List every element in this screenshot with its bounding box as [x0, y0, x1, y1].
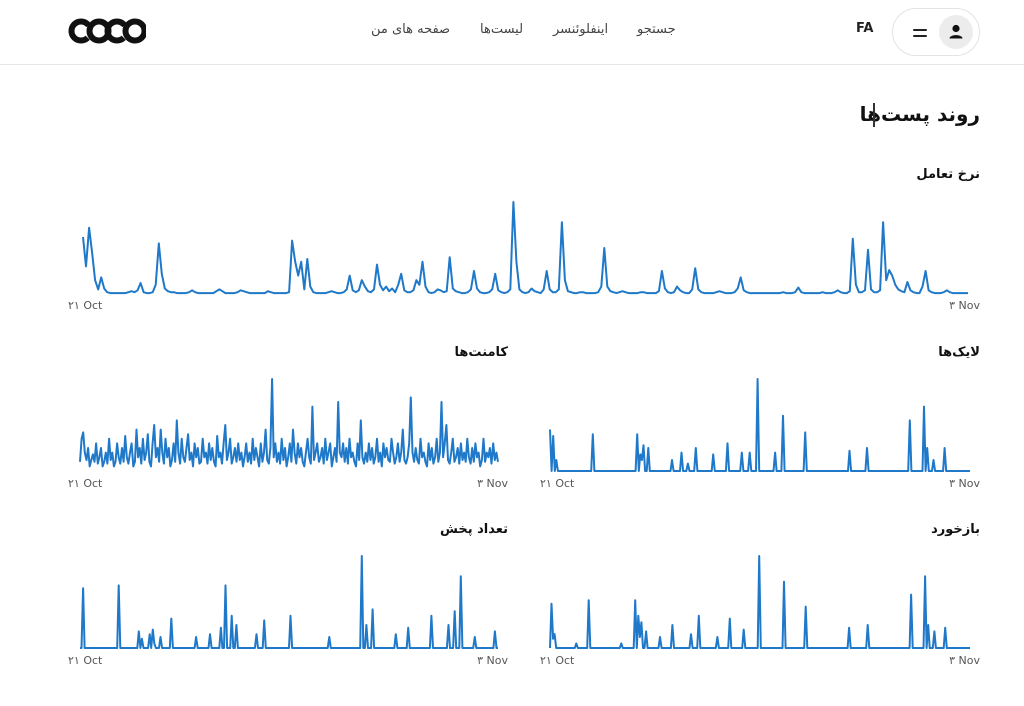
coco-logo[interactable] — [68, 18, 146, 44]
top-navigation-bar: صفحه های من لیست‌ها اینفلوئنسر جستجو FA — [0, 0, 1024, 65]
x-axis-start-label: ۲۱ Oct — [68, 299, 103, 312]
x-axis-end-label: ۳ Nov — [949, 299, 980, 312]
nav-my-pages[interactable]: صفحه های من — [371, 22, 451, 37]
chart-title-shares: تعداد پخش — [439, 522, 508, 537]
series-line — [549, 378, 970, 472]
page-title: روند پست‌ها — [859, 102, 980, 126]
shares-chart — [80, 555, 498, 649]
series-line — [80, 555, 498, 649]
x-axis-start-label: ۲۱ Oct — [68, 654, 103, 667]
avatar — [939, 15, 973, 49]
chart-title-feedback: بازخورد — [931, 522, 980, 537]
chart-title-engagement: نرخ تعامل — [916, 167, 980, 182]
x-axis-start-label: ۲۱ Oct — [540, 477, 575, 490]
x-axis-end-label: ۳ Nov — [477, 477, 508, 490]
x-axis-end-label: ۳ Nov — [949, 477, 980, 490]
engagement-rate-chart — [82, 201, 968, 295]
series-line — [79, 378, 499, 468]
series-line — [82, 201, 968, 295]
nav-lists[interactable]: لیست‌ها — [480, 22, 524, 37]
x-axis-start-label: ۲۱ Oct — [540, 654, 575, 667]
menu-icon — [913, 27, 927, 39]
comments-chart — [79, 378, 499, 468]
x-axis-start-label: ۲۱ Oct — [68, 477, 103, 490]
chart-title-likes: لایک‌ها — [938, 345, 980, 360]
user-icon — [949, 24, 963, 39]
x-axis-end-label: ۳ Nov — [949, 654, 980, 667]
chart-title-comments: کامنت‌ها — [454, 345, 508, 360]
user-menu-button[interactable] — [892, 8, 980, 56]
nav-search[interactable]: جستجو — [637, 22, 676, 37]
nav-influencer[interactable]: اینفلوئنسر — [553, 22, 609, 37]
feedback-chart — [549, 555, 970, 649]
language-switch[interactable]: FA — [856, 21, 874, 36]
likes-chart — [549, 378, 970, 472]
series-line — [549, 555, 970, 649]
text-cursor — [873, 103, 875, 127]
x-axis-end-label: ۳ Nov — [477, 654, 508, 667]
